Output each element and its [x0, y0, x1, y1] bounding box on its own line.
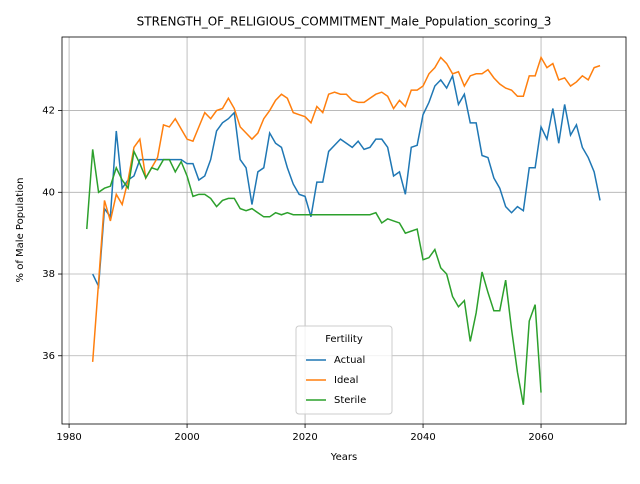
- legend-label: Actual: [334, 355, 365, 366]
- y-tick-label: 42: [42, 106, 55, 117]
- x-tick-label: 2020: [292, 432, 317, 443]
- plot-frame: [61, 36, 627, 425]
- x-tick-label: 2000: [174, 432, 199, 443]
- data-line: [91, 55, 601, 362]
- y-axis-label: % of Male Population: [15, 178, 26, 283]
- y-tick-label: 36: [42, 351, 55, 362]
- legend-label: Ideal: [334, 375, 358, 386]
- legend-title: Fertility: [325, 334, 363, 345]
- x-tick-label: 1980: [56, 432, 81, 443]
- x-axis-label: Years: [330, 452, 357, 463]
- legend-box: [295, 325, 393, 415]
- legend-label: Sterile: [334, 395, 366, 406]
- y-tick-label: 40: [42, 187, 55, 198]
- data-line: [86, 148, 542, 405]
- y-tick-label: 38: [42, 269, 55, 280]
- data-line: [92, 73, 601, 290]
- x-tick-label: 2060: [528, 432, 553, 443]
- x-tick-label: 2040: [410, 432, 435, 443]
- chart-title: STRENGTH_OF_RELIGIOUS_COMMITMENT_Male_Po…: [137, 15, 552, 29]
